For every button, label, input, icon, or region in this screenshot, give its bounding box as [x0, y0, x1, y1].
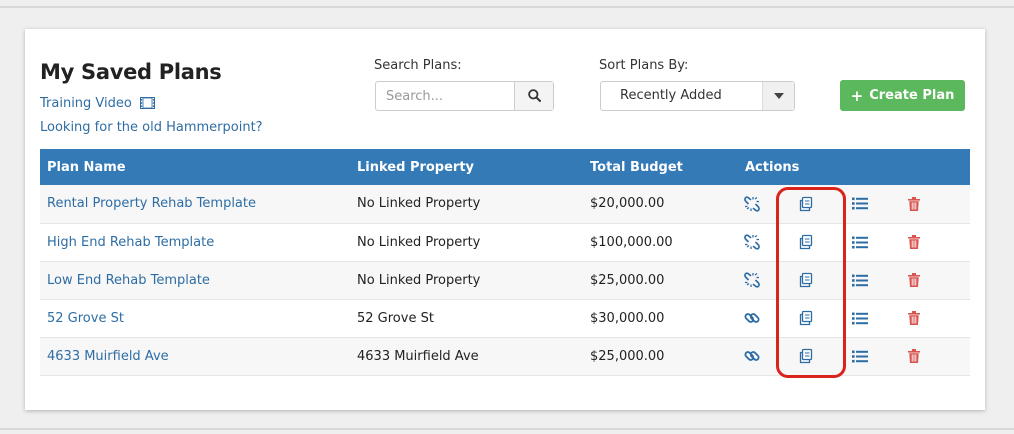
list-icon: [852, 236, 868, 248]
trash-icon: [908, 273, 920, 287]
total-budget-cell: $30,000.00: [590, 310, 665, 326]
column-header-actions: Actions: [745, 159, 800, 175]
copy-button[interactable]: [794, 306, 818, 330]
create-plan-label: Create Plan: [869, 88, 955, 103]
view-details-button[interactable]: [848, 306, 872, 330]
top-divider: [0, 6, 1014, 8]
table-row: Rental Property Rehab Template No Linked…: [40, 185, 970, 223]
caret-down-icon: [762, 82, 794, 110]
delete-button[interactable]: [902, 268, 926, 292]
search-label: Search Plans:: [374, 58, 462, 73]
actions-cell: [738, 299, 970, 337]
training-video-label: Training Video: [40, 96, 132, 111]
column-header-plan-name: Plan Name: [47, 159, 126, 175]
list-icon: [852, 274, 868, 286]
linked-property-cell: 52 Grove St: [357, 310, 434, 326]
delete-button[interactable]: [902, 306, 926, 330]
sort-selected-value: Recently Added: [620, 88, 722, 103]
unlink-icon: [744, 272, 760, 288]
table-row: Low End Rehab Template No Linked Propert…: [40, 261, 970, 299]
link-icon: [744, 313, 760, 323]
view-details-button[interactable]: [848, 192, 872, 216]
copy-icon: [799, 196, 813, 211]
plan-name-link[interactable]: 4633 Muirfield Ave: [47, 348, 169, 364]
actions-cell: [738, 185, 970, 223]
bottom-divider: [0, 428, 1014, 430]
link-property-button[interactable]: [740, 230, 764, 254]
old-hammerpoint-link[interactable]: Looking for the old Hammerpoint?: [40, 120, 263, 135]
linked-property-cell: 4633 Muirfield Ave: [357, 348, 479, 364]
copy-icon: [799, 310, 813, 326]
actions-cell: [738, 337, 970, 375]
search-input[interactable]: [376, 82, 514, 110]
plan-name-link[interactable]: Rental Property Rehab Template: [47, 196, 256, 212]
trash-icon: [908, 311, 920, 325]
list-icon: [852, 312, 868, 324]
table-row: 52 Grove St 52 Grove St $30,000.00: [40, 299, 970, 337]
delete-button[interactable]: [902, 230, 926, 254]
trash-icon: [908, 196, 920, 211]
table-header-row: Plan Name Linked Property Total Budget A…: [40, 149, 970, 185]
copy-icon: [799, 348, 813, 364]
unlink-icon: [744, 234, 760, 250]
copy-button[interactable]: [794, 268, 818, 292]
trash-icon: [908, 349, 920, 363]
copy-icon: [799, 234, 813, 250]
total-budget-cell: $25,000.00: [590, 272, 665, 288]
plans-panel: My Saved Plans Training Video Looking fo…: [25, 29, 985, 410]
list-icon: [852, 197, 868, 210]
plan-name-link[interactable]: Low End Rehab Template: [47, 272, 210, 288]
copy-button[interactable]: [794, 192, 818, 216]
search-button[interactable]: [514, 82, 553, 110]
film-icon: [140, 97, 155, 113]
actions-cell: [738, 261, 970, 299]
table-row: 4633 Muirfield Ave 4633 Muirfield Ave $2…: [40, 337, 970, 375]
plan-name-link[interactable]: 52 Grove St: [47, 310, 124, 326]
unlink-icon: [744, 196, 760, 212]
link-property-button[interactable]: [740, 344, 764, 368]
linked-property-cell: No Linked Property: [357, 196, 481, 212]
linked-property-cell: No Linked Property: [357, 272, 481, 288]
link-property-button[interactable]: [740, 268, 764, 292]
actions-cell: [738, 223, 970, 261]
copy-button[interactable]: [794, 230, 818, 254]
plus-icon: +: [850, 86, 864, 105]
training-video-link[interactable]: Training Video: [40, 96, 155, 113]
copy-icon: [799, 272, 813, 288]
view-details-button[interactable]: [848, 230, 872, 254]
list-icon: [852, 350, 868, 362]
total-budget-cell: $20,000.00: [590, 196, 665, 212]
column-header-total-budget: Total Budget: [590, 159, 683, 175]
total-budget-cell: $100,000.00: [590, 234, 673, 250]
create-plan-button[interactable]: + Create Plan: [840, 80, 965, 111]
linked-property-cell: No Linked Property: [357, 234, 481, 250]
link-icon: [744, 351, 760, 361]
link-property-button[interactable]: [740, 306, 764, 330]
table-row: High End Rehab Template No Linked Proper…: [40, 223, 970, 261]
view-details-button[interactable]: [848, 344, 872, 368]
page-title: My Saved Plans: [40, 60, 222, 84]
search-box: [375, 81, 554, 111]
sort-select[interactable]: Recently Added: [600, 81, 795, 111]
view-details-button[interactable]: [848, 268, 872, 292]
copy-button[interactable]: [794, 344, 818, 368]
plans-table: Plan Name Linked Property Total Budget A…: [40, 149, 970, 376]
sort-label: Sort Plans By:: [599, 58, 689, 73]
search-icon: [527, 87, 541, 106]
delete-button[interactable]: [902, 192, 926, 216]
plan-name-link[interactable]: High End Rehab Template: [47, 234, 215, 250]
link-property-button[interactable]: [740, 192, 764, 216]
total-budget-cell: $25,000.00: [590, 348, 665, 364]
column-header-linked-property: Linked Property: [357, 159, 475, 175]
delete-button[interactable]: [902, 344, 926, 368]
trash-icon: [908, 235, 920, 249]
